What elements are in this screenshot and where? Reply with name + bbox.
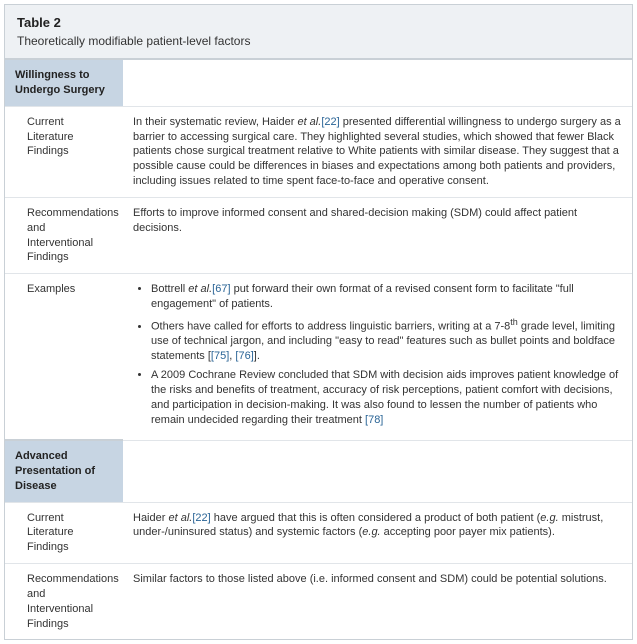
row-label-literature: Current Literature Findings [5, 106, 123, 197]
row-content-recommendations: Efforts to improve informed consent and … [123, 197, 632, 273]
table-panel: Table 2 Theoretically modifiable patient… [4, 4, 633, 640]
examples-list: Bottrell et al.[67] put forward their ow… [133, 282, 622, 427]
text: ]. [254, 350, 260, 362]
factors-table: Willingness to Undergo Surgery Current L… [5, 58, 632, 639]
italic-eg: e.g. [540, 512, 558, 524]
row-label-literature-2: Current Literature Findings [5, 502, 123, 564]
text: accepting poor payer mix patients). [381, 526, 555, 538]
text: have argued that this is often considere… [211, 512, 541, 524]
italic-etal: et al. [168, 512, 192, 524]
row-label-recommendations-2: Recommendations and Interventional Findi… [5, 564, 123, 640]
row-label-examples: Examples [5, 274, 123, 440]
empty-cell [123, 440, 632, 502]
italic-eg: e.g. [362, 526, 380, 538]
text: In their systematic review, Haider [133, 116, 297, 128]
superscript: th [510, 317, 518, 327]
table-caption: Theoretically modifiable patient-level f… [17, 34, 620, 48]
text: Haider [133, 512, 168, 524]
section-header-willingness: Willingness to Undergo Surgery [5, 59, 123, 106]
table-row: Advanced Presentation of Disease [5, 440, 632, 502]
section-header-advanced: Advanced Presentation of Disease [5, 440, 123, 502]
table-row: Recommendations and Interventional Findi… [5, 564, 632, 640]
reference-link[interactable]: [67] [212, 283, 230, 295]
text: Bottrell [151, 283, 188, 295]
row-label-recommendations: Recommendations and Interventional Findi… [5, 197, 123, 273]
reference-link[interactable]: [75] [211, 350, 229, 362]
table-row: Current Literature Findings Haider et al… [5, 502, 632, 564]
reference-link[interactable]: [22] [192, 512, 210, 524]
table-header: Table 2 Theoretically modifiable patient… [5, 5, 632, 58]
row-content-recommendations-2: Similar factors to those listed above (i… [123, 564, 632, 640]
row-content-literature: In their systematic review, Haider et al… [123, 106, 632, 197]
table-label: Table 2 [17, 15, 620, 30]
table-row: Examples Bottrell et al.[67] put forward… [5, 274, 632, 440]
list-item: A 2009 Cochrane Review concluded that SD… [151, 368, 622, 427]
italic-etal: et al. [188, 283, 212, 295]
italic-etal: et al. [297, 116, 321, 128]
row-content-literature-2: Haider et al.[22] have argued that this … [123, 502, 632, 564]
empty-cell [123, 59, 632, 106]
list-item: Others have called for efforts to addres… [151, 316, 622, 364]
reference-link[interactable]: [22] [321, 116, 339, 128]
reference-link[interactable]: [78] [365, 414, 383, 426]
row-content-examples: Bottrell et al.[67] put forward their ow… [123, 274, 632, 440]
table-row: Willingness to Undergo Surgery [5, 59, 632, 106]
table-row: Current Literature Findings In their sys… [5, 106, 632, 197]
list-item: Bottrell et al.[67] put forward their ow… [151, 282, 622, 312]
text: A 2009 Cochrane Review concluded that SD… [151, 369, 618, 426]
reference-link[interactable]: [76] [235, 350, 253, 362]
text: Others have called for efforts to addres… [151, 321, 510, 333]
table-row: Recommendations and Interventional Findi… [5, 197, 632, 273]
